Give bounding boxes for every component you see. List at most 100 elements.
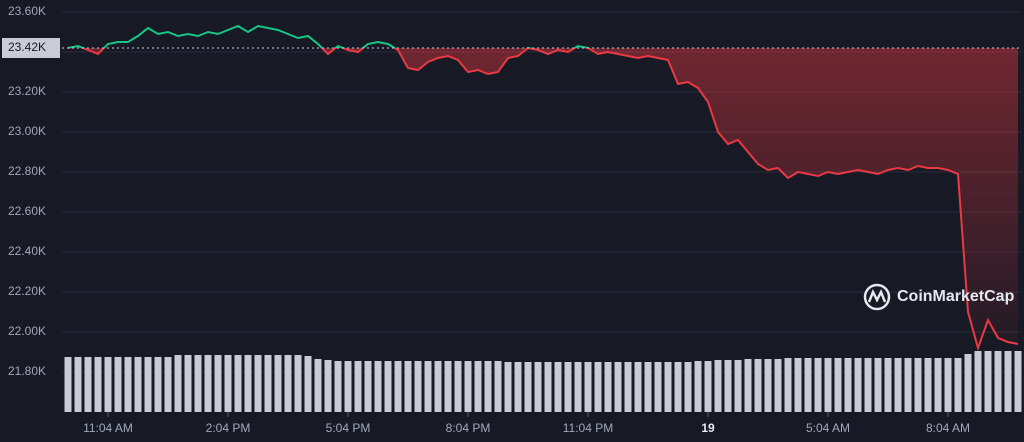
volume-bar <box>644 362 652 412</box>
volume-bar <box>324 360 332 412</box>
volume-bar <box>154 357 162 412</box>
volume-bar <box>104 357 112 412</box>
volume-bar <box>354 361 362 412</box>
volume-bar <box>884 358 892 412</box>
volume-bar <box>404 361 412 412</box>
volume-bar <box>634 362 642 412</box>
volume-bar <box>144 357 152 412</box>
y-tick-label: 21.80K <box>8 364 46 378</box>
volume-bar <box>944 358 952 412</box>
volume-bar <box>654 362 662 412</box>
volume-bar <box>894 358 902 412</box>
volume-bar <box>934 358 942 412</box>
watermark-text: CoinMarketCap <box>897 288 1015 305</box>
volume-bar <box>384 361 392 412</box>
price-line-down <box>68 48 1019 352</box>
volume-bar <box>494 361 502 412</box>
volume-bar <box>974 351 982 412</box>
volume-bar <box>584 362 592 412</box>
x-tick-label: 19 <box>701 421 715 435</box>
plot <box>62 11 1022 412</box>
volume-bar <box>694 361 702 412</box>
volume-bar <box>134 357 142 412</box>
volume-bar <box>224 355 232 412</box>
volume-bar <box>814 358 822 412</box>
volume-bar <box>474 361 482 412</box>
volume-bar <box>954 358 962 412</box>
volume-bar <box>214 355 222 412</box>
volume-bar <box>994 351 1002 412</box>
volume-bar <box>414 361 422 412</box>
x-tick-label: 5:04 AM <box>806 421 850 435</box>
volume-bar <box>764 359 772 412</box>
y-tick-label: 22.40K <box>8 244 46 258</box>
volume-bar <box>554 362 562 412</box>
price-area <box>68 48 1018 348</box>
volume-bar <box>524 362 532 412</box>
volume-bar <box>1014 351 1022 412</box>
volume-bar <box>464 361 472 412</box>
volume-bar <box>444 361 452 412</box>
y-tick-label: 23.60K <box>8 4 46 18</box>
volume-bar <box>744 359 752 412</box>
x-tick-label: 5:04 PM <box>326 421 371 435</box>
volume-bar <box>804 358 812 412</box>
volume-bar <box>844 358 852 412</box>
volume-bar <box>254 355 262 412</box>
volume-bar <box>754 359 762 412</box>
volume-bar <box>734 360 742 412</box>
volume-bar <box>424 361 432 412</box>
volume-bar <box>84 357 92 412</box>
volume-bar <box>1004 351 1012 412</box>
volume-bar <box>714 360 722 412</box>
volume-bar <box>914 358 922 412</box>
volume-bar <box>374 361 382 412</box>
y-tick-label: 22.20K <box>8 284 46 298</box>
volume-bar <box>834 358 842 412</box>
volume-bar <box>784 358 792 412</box>
volume-bar <box>614 362 622 412</box>
volume-bar <box>194 355 202 412</box>
volume-bar <box>864 358 872 412</box>
volume-bar <box>244 355 252 412</box>
volume-bar <box>164 357 172 412</box>
reference-label: 23.42K <box>8 40 46 54</box>
x-tick-label: 8:04 AM <box>926 421 970 435</box>
volume-bar <box>174 355 182 412</box>
volume-bar <box>284 355 292 412</box>
volume-bar <box>724 360 732 412</box>
volume-bar <box>774 359 782 412</box>
y-tick-label: 22.60K <box>8 204 46 218</box>
volume-bar <box>114 357 122 412</box>
volume-bar <box>544 362 552 412</box>
volume-bar <box>794 358 802 412</box>
volume-bar <box>984 351 992 412</box>
y-tick-label: 22.00K <box>8 324 46 338</box>
volume-bar <box>94 357 102 412</box>
volume-bar <box>124 357 132 412</box>
volume-bar <box>394 361 402 412</box>
volume-bar <box>664 362 672 412</box>
volume-bar <box>454 361 462 412</box>
volume-bar <box>824 358 832 412</box>
volume-bar <box>274 355 282 412</box>
volume-bar <box>534 362 542 412</box>
x-tick-label: 11:04 AM <box>83 421 133 435</box>
volume-bar <box>234 355 242 412</box>
volume-bar <box>484 361 492 412</box>
volume-bar <box>924 358 932 412</box>
volume-bar <box>184 355 192 412</box>
volume-bar <box>304 356 312 412</box>
volume-bar <box>854 358 862 412</box>
volume-bar <box>364 361 372 412</box>
volume-bar <box>684 362 692 412</box>
volume-bar <box>204 355 212 412</box>
x-tick-label: 2:04 PM <box>206 421 251 435</box>
volume-bar <box>704 361 712 412</box>
volume-bar <box>574 362 582 412</box>
x-tick-label: 8:04 PM <box>446 421 491 435</box>
y-tick-label: 22.80K <box>8 164 46 178</box>
watermark-logo-mark <box>867 288 887 303</box>
volume-bar <box>904 358 912 412</box>
